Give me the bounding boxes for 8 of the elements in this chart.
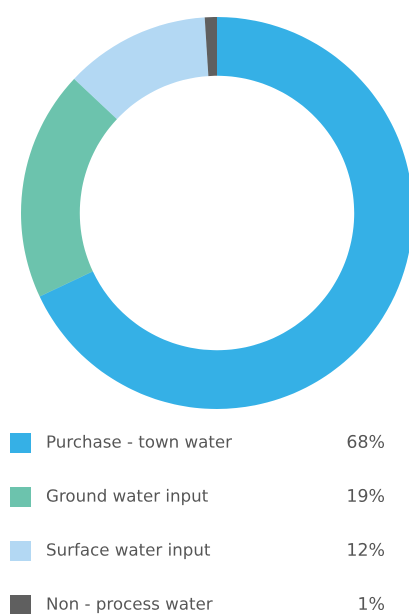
data-label: 68% [348,434,384,448]
legend-label: Surface water input [47,542,210,560]
data-label: 19% [348,488,384,502]
data-label: 1% [359,596,384,610]
legend-label: Purchase - town water [48,434,232,448]
legend-label: Ground water input [46,488,208,506]
data-label: 12% [348,542,384,556]
legend-label: Non - process water [48,597,213,614]
